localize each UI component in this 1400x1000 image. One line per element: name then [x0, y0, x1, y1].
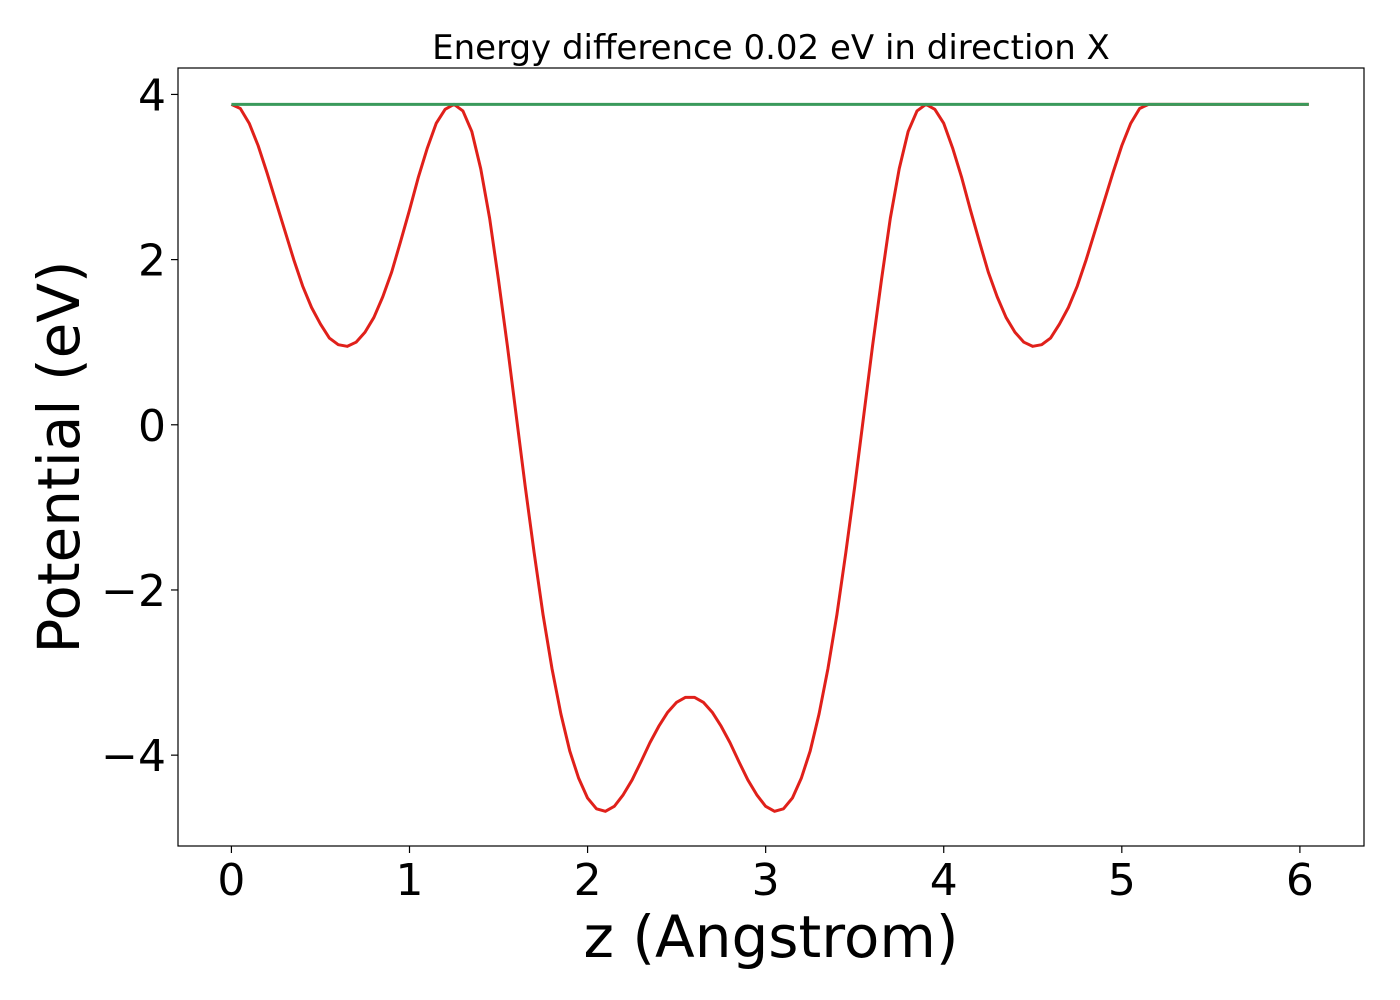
- x-tick-label: 5: [1108, 855, 1136, 906]
- y-tick-label: 0: [138, 401, 166, 452]
- x-axis-label: z (Angstrom): [584, 903, 959, 971]
- y-tick-label: 2: [138, 236, 166, 287]
- x-tick-label: 1: [396, 855, 424, 906]
- y-axis-label: Potential (eV): [25, 260, 93, 653]
- x-tick-label: 0: [217, 855, 245, 906]
- series-layer: [230, 102, 1309, 813]
- x-tick-label: 4: [930, 855, 958, 906]
- x-tick-label: 2: [574, 855, 602, 906]
- x-tick-label: 6: [1286, 855, 1314, 906]
- x-tick-label: 3: [752, 855, 780, 906]
- series-line-1: [230, 102, 1309, 813]
- y-tick-label: −4: [101, 731, 166, 782]
- y-tick-label: −2: [101, 566, 166, 617]
- chart-title: Energy difference 0.02 eV in direction X: [432, 28, 1110, 68]
- plot-frame: [177, 67, 1365, 847]
- y-tick-label: 4: [138, 70, 166, 121]
- ticks-layer: 0 1 2 3 4 5 6 −4 −2 0 2 4: [101, 70, 1314, 906]
